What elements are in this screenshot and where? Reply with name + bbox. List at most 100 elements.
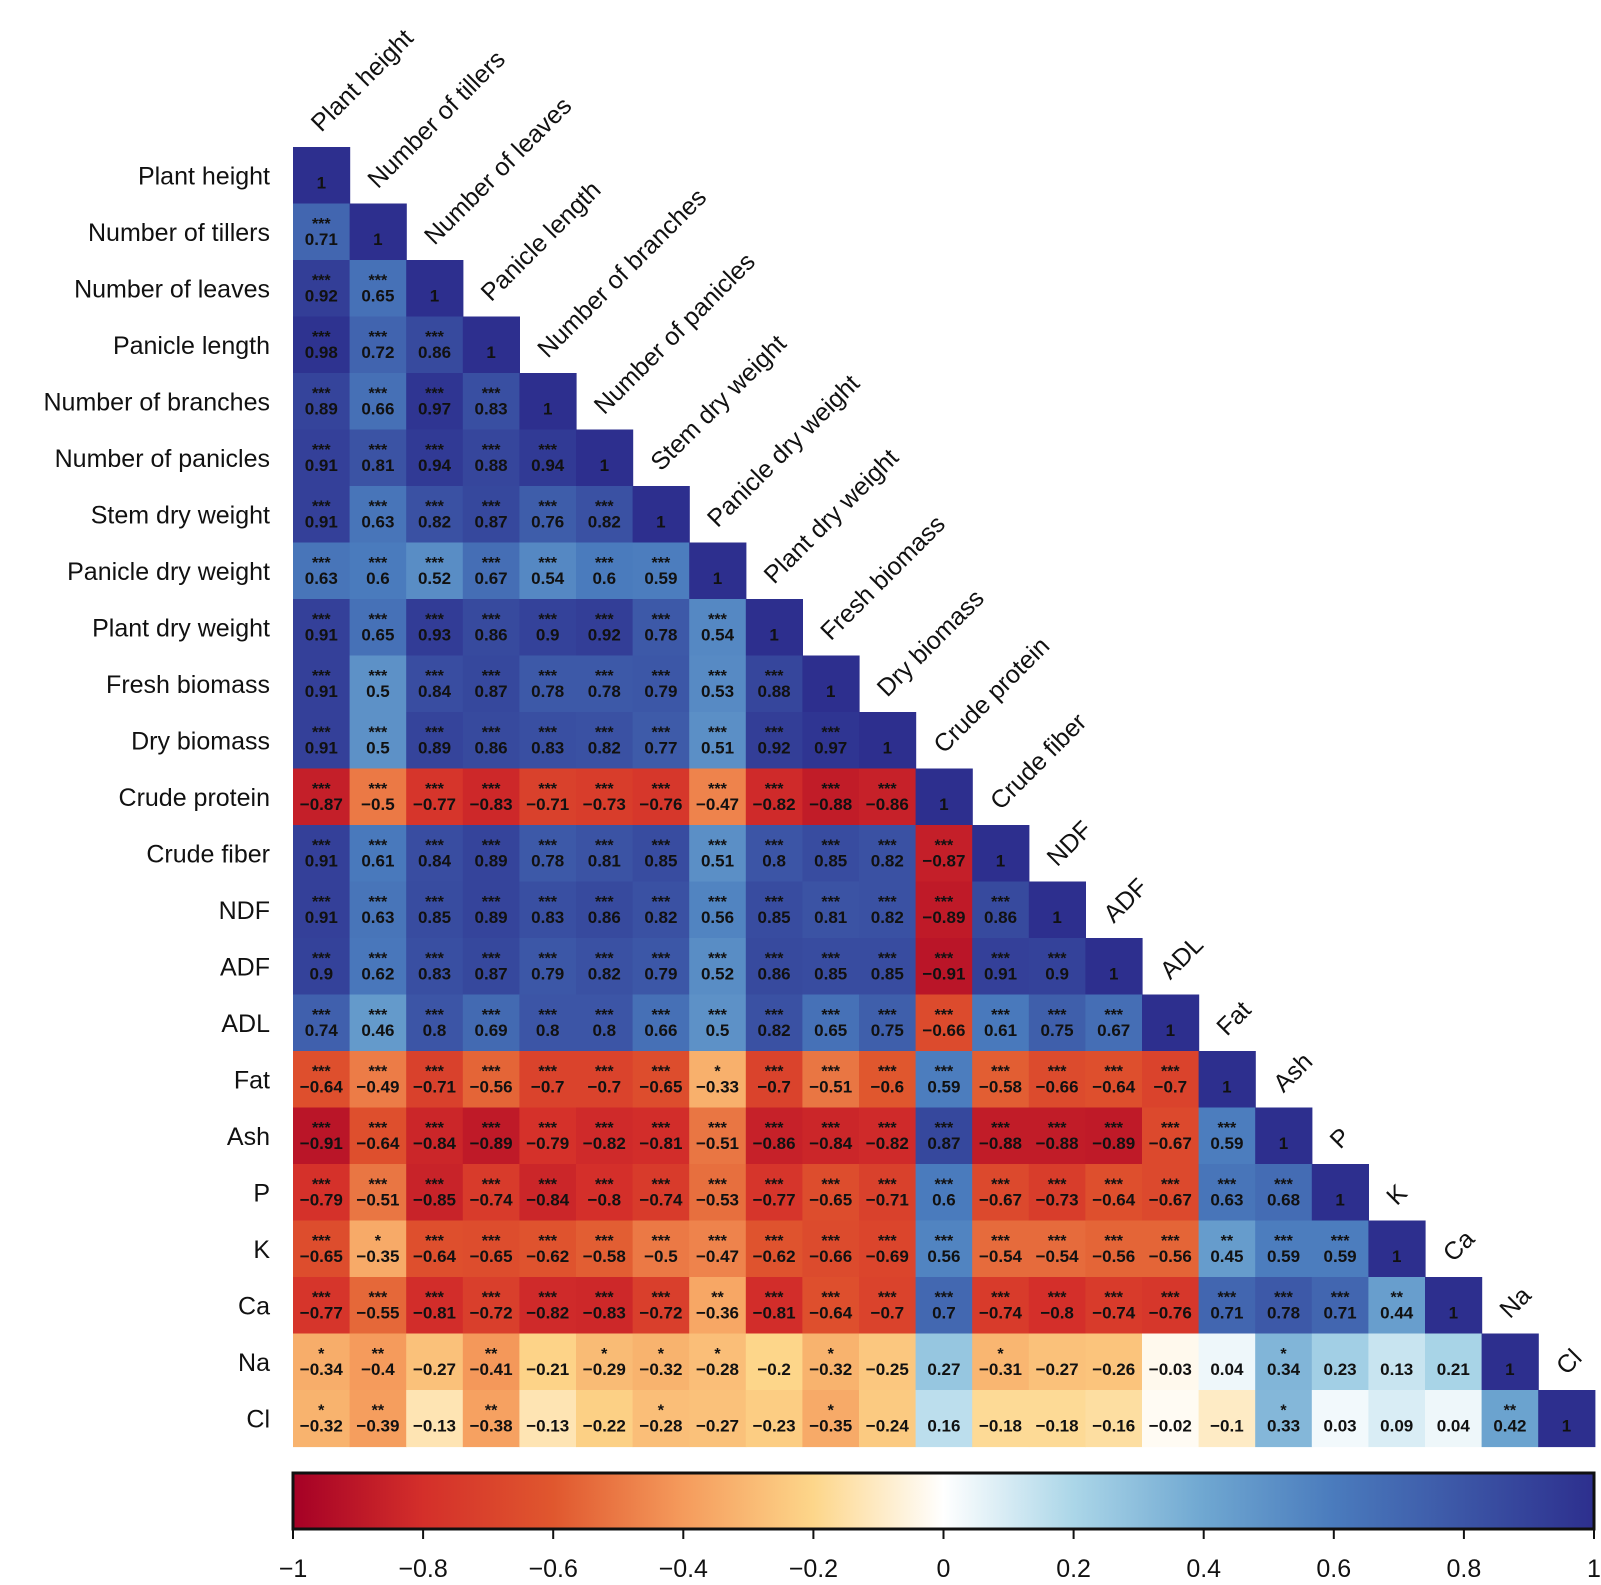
cell-significance: *** bbox=[991, 1007, 1010, 1024]
cell-value: 1 bbox=[939, 795, 948, 814]
heatmap-cell bbox=[745, 1220, 803, 1278]
cell-value: 1 bbox=[1562, 1416, 1571, 1435]
cell-significance: *** bbox=[708, 1120, 727, 1137]
row-label: ADL bbox=[221, 1010, 270, 1038]
heatmap-cell bbox=[1028, 1333, 1086, 1391]
heatmap-cell bbox=[519, 542, 577, 600]
heatmap-cell bbox=[802, 655, 860, 713]
cell-significance: *** bbox=[482, 442, 501, 459]
cell-value: 0.63 bbox=[361, 512, 394, 531]
row-label: Number of branches bbox=[43, 388, 270, 416]
cell-value: −0.47 bbox=[696, 795, 739, 814]
cell-value: 0.82 bbox=[644, 908, 677, 927]
heatmap-cell bbox=[576, 994, 634, 1052]
cell-value: 1 bbox=[1166, 1021, 1175, 1040]
cell-significance: *** bbox=[1104, 1176, 1123, 1193]
cell-significance: *** bbox=[538, 611, 557, 628]
cell-significance: *** bbox=[991, 1120, 1010, 1137]
cell-significance: *** bbox=[652, 668, 671, 685]
cell-value: −0.51 bbox=[356, 1190, 399, 1209]
cell-value: −0.84 bbox=[413, 1134, 457, 1153]
heatmap-cell bbox=[462, 486, 520, 544]
cell-value: −0.66 bbox=[1036, 1077, 1079, 1096]
heatmap-cell bbox=[689, 994, 747, 1052]
cell-significance: *** bbox=[765, 1176, 784, 1193]
cell-significance: *** bbox=[878, 837, 897, 854]
cell-value: 1 bbox=[1222, 1077, 1231, 1096]
cell-value: 0.45 bbox=[1210, 1247, 1243, 1266]
cell-value: 0.85 bbox=[758, 908, 791, 927]
heatmap-cell bbox=[1198, 1277, 1256, 1335]
cell-significance: *** bbox=[1161, 1233, 1180, 1250]
column-label: Ca bbox=[1438, 1225, 1480, 1267]
cell-significance: *** bbox=[878, 1063, 897, 1080]
colorbar-tick-label: 0.4 bbox=[1186, 1555, 1221, 1583]
heatmap-cell bbox=[406, 429, 464, 487]
cell-value: 0.86 bbox=[418, 343, 451, 362]
heatmap-cell bbox=[576, 768, 634, 826]
heatmap-cell bbox=[745, 994, 803, 1052]
cell-significance: *** bbox=[312, 724, 331, 741]
heatmap-cell bbox=[632, 768, 690, 826]
cell-significance: *** bbox=[369, 1176, 388, 1193]
heatmap-cell bbox=[1255, 1333, 1313, 1391]
cell-value: 0.78 bbox=[644, 625, 677, 644]
heatmap-cell bbox=[576, 542, 634, 600]
cell-significance: *** bbox=[652, 1233, 671, 1250]
cell-value: 0.61 bbox=[361, 851, 394, 870]
cell-value: 0.84 bbox=[418, 682, 452, 701]
cell-value: 0.54 bbox=[701, 625, 735, 644]
heatmap-cell bbox=[576, 825, 634, 883]
cell-significance: *** bbox=[652, 724, 671, 741]
cell-significance: *** bbox=[595, 1007, 614, 1024]
cell-significance: *** bbox=[1274, 1176, 1293, 1193]
cell-significance: *** bbox=[935, 950, 954, 967]
cell-value: 0.56 bbox=[701, 908, 734, 927]
heatmap-cell bbox=[406, 994, 464, 1052]
heatmap-cell bbox=[406, 938, 464, 996]
heatmap-cell bbox=[576, 655, 634, 713]
cell-value: 0.65 bbox=[361, 286, 394, 305]
cell-significance: *** bbox=[312, 1233, 331, 1250]
cell-value: −0.26 bbox=[1092, 1360, 1135, 1379]
cell-significance: *** bbox=[482, 1007, 501, 1024]
heatmap-cell bbox=[462, 1390, 520, 1448]
cell-value: 0.61 bbox=[984, 1021, 1017, 1040]
cell-significance: *** bbox=[595, 611, 614, 628]
cell-significance: ** bbox=[1504, 1402, 1517, 1419]
heatmap-cell bbox=[293, 542, 351, 600]
heatmap-cell bbox=[1311, 1277, 1369, 1335]
cell-value: 0.84 bbox=[418, 851, 452, 870]
cell-value: −0.82 bbox=[866, 1134, 909, 1153]
heatmap-cell bbox=[519, 881, 577, 939]
heatmap-cell bbox=[1198, 1390, 1256, 1448]
row-label: Number of panicles bbox=[55, 445, 270, 473]
cell-value: 0.21 bbox=[1437, 1360, 1470, 1379]
colorbar-tick-label: 0.8 bbox=[1447, 1555, 1482, 1583]
heatmap-cell bbox=[1028, 1107, 1086, 1165]
cell-value: −0.23 bbox=[753, 1416, 796, 1435]
colorbar-ticks: −1 −0.8 −0.6 −0.4 −0.2 0 0.2 0.4 0.6 0.8 1 bbox=[279, 1529, 1601, 1583]
heatmap-cell bbox=[406, 486, 464, 544]
cell-significance: *** bbox=[595, 498, 614, 515]
heatmap-cell bbox=[349, 655, 407, 713]
cell-significance: *** bbox=[425, 1120, 444, 1137]
cell-value: −0.55 bbox=[356, 1303, 399, 1322]
cell-significance: *** bbox=[765, 1120, 784, 1137]
cell-value: −0.76 bbox=[639, 795, 682, 814]
cell-value: 0.42 bbox=[1493, 1416, 1526, 1435]
cell-significance: *** bbox=[765, 781, 784, 798]
cell-value: 1 bbox=[543, 399, 552, 418]
row-labels: Plant height Number of tillers Number of l… bbox=[43, 162, 270, 1433]
heatmap-cell bbox=[915, 1390, 973, 1448]
cell-significance: *** bbox=[482, 837, 501, 854]
cell-significance: *** bbox=[991, 1233, 1010, 1250]
cell-significance: * bbox=[714, 1063, 721, 1080]
cell-significance: *** bbox=[765, 1007, 784, 1024]
cell-value: 0.92 bbox=[305, 286, 338, 305]
row-label: Plant height bbox=[138, 162, 270, 190]
heatmap-cell bbox=[802, 1107, 860, 1165]
cell-significance: *** bbox=[538, 1289, 557, 1306]
cell-value: −0.84 bbox=[526, 1190, 570, 1209]
cell-value: 0.65 bbox=[361, 625, 394, 644]
